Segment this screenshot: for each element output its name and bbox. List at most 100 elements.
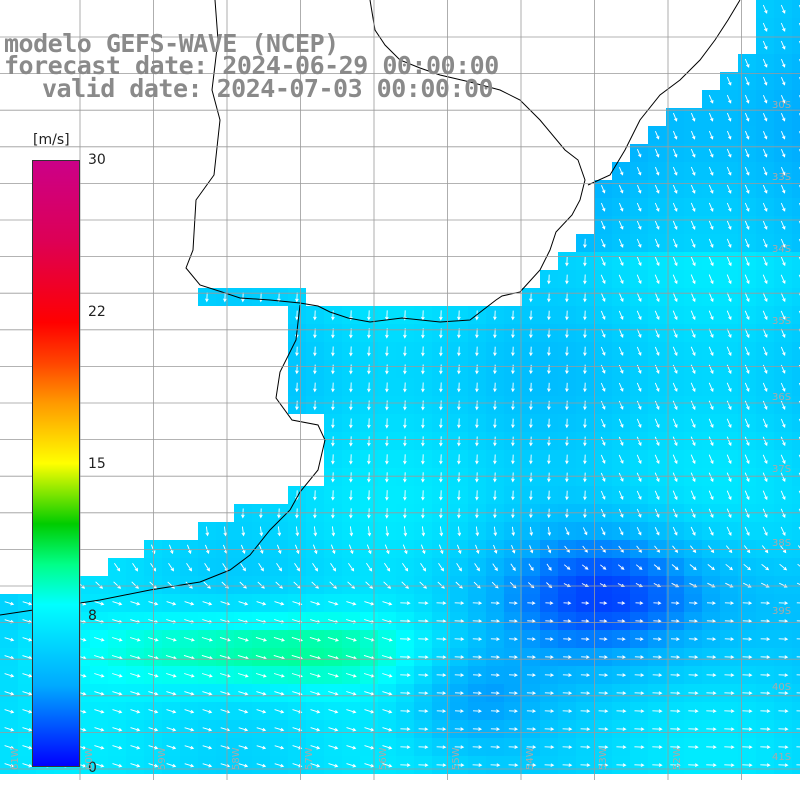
wind-arrow [762,418,768,429]
wind-arrow [634,727,645,731]
wind-arrow [310,745,321,750]
wind-cell [792,684,800,702]
wind-arrow [778,727,789,731]
wind-cell [792,162,800,180]
wind-arrow [760,601,771,605]
wind-arrow [472,745,483,749]
wind-arrow [797,545,800,549]
wind-arrow [761,563,770,571]
wind-arrow [420,562,427,572]
wind-arrow [744,436,750,447]
wind-arrow [672,130,678,140]
wind-cell [792,576,800,594]
valid-date: valid date: 2024-07-03 00:00:00 [42,74,494,103]
wind-arrow [403,526,408,537]
wind-arrow [418,601,429,605]
wind-arrow [328,709,339,714]
wind-arrow [331,382,335,393]
wind-arrow [565,382,569,393]
wind-arrow [708,382,714,393]
wind-arrow [148,709,159,714]
wind-arrow [439,472,443,483]
wind-arrow [256,763,267,768]
wind-arrow [654,166,660,176]
wind-arrow [493,400,497,411]
wind-arrow [580,727,591,731]
wind-arrow [439,436,443,447]
wind-arrow [724,673,735,677]
wind-arrow [744,256,750,267]
wind-cell [792,738,800,756]
wind-arrow [421,490,425,501]
wind-arrow [780,113,786,122]
wind-arrow [742,655,753,659]
wind-arrow [600,238,606,248]
wind-arrow [439,454,443,465]
wind-arrow [635,564,643,570]
wind-arrow [274,763,285,768]
wind-arrow [544,691,555,695]
wind-arrow [565,292,569,303]
wind-arrow [529,400,533,411]
wind-arrow [690,310,696,321]
wind-arrow [600,418,606,428]
wind-arrow [708,328,714,339]
wind-arrow [600,472,606,482]
wind-arrow [744,274,750,285]
wind-arrow [780,22,786,32]
wind-arrow [436,745,447,749]
wind-arrow [688,709,699,713]
wind-arrow [654,256,660,267]
wind-arrow [617,601,626,605]
wind-arrow [780,436,786,447]
wind-arrow [778,637,789,641]
wind-cell [792,630,800,648]
wind-arrow [510,563,516,572]
wind-arrow [400,763,411,767]
wind-arrow [130,763,141,768]
wind-arrow [367,490,371,501]
wind-arrow [744,418,750,429]
wind-arrow [421,310,425,321]
wind-arrow [295,346,299,357]
wind-arrow [184,691,195,696]
wind-arrow [600,400,606,410]
wind-arrow [273,673,285,678]
wind-arrow [742,691,753,695]
wind-arrow [364,763,375,768]
wind-arrow [598,745,609,749]
wind-arrow [654,527,660,536]
wind-arrow [349,436,353,447]
wind-arrow [744,454,750,465]
latitude-label: 37S [772,464,792,475]
wind-arrow [617,637,626,641]
wind-arrow [690,220,696,230]
wind-arrow [563,655,572,659]
wind-arrow [349,400,353,411]
wind-arrow [618,382,624,392]
wind-arrow [581,655,590,659]
wind-arrow [367,346,371,357]
wind-cell [792,414,800,432]
wind-arrow [295,310,299,321]
wind-arrow [238,745,249,750]
wind-arrow [634,745,645,749]
wind-arrow [546,563,552,571]
wind-arrow [529,418,533,429]
wind-arrow [367,418,371,429]
wind-arrow [708,490,714,501]
wind-arrow [778,745,789,749]
wind-arrow [565,436,569,447]
wind-arrow [600,328,606,338]
wind-arrow [780,346,786,356]
wind-arrow [618,400,624,410]
wind-arrow [475,490,479,501]
wind-arrow [760,637,771,641]
wind-arrow [327,636,339,642]
wind-arrow [762,149,768,158]
wind-arrow [256,727,267,732]
wind-arrow [382,745,393,750]
wind-arrow [385,436,389,447]
wind-arrow [436,709,447,713]
wind-arrow [256,709,267,714]
